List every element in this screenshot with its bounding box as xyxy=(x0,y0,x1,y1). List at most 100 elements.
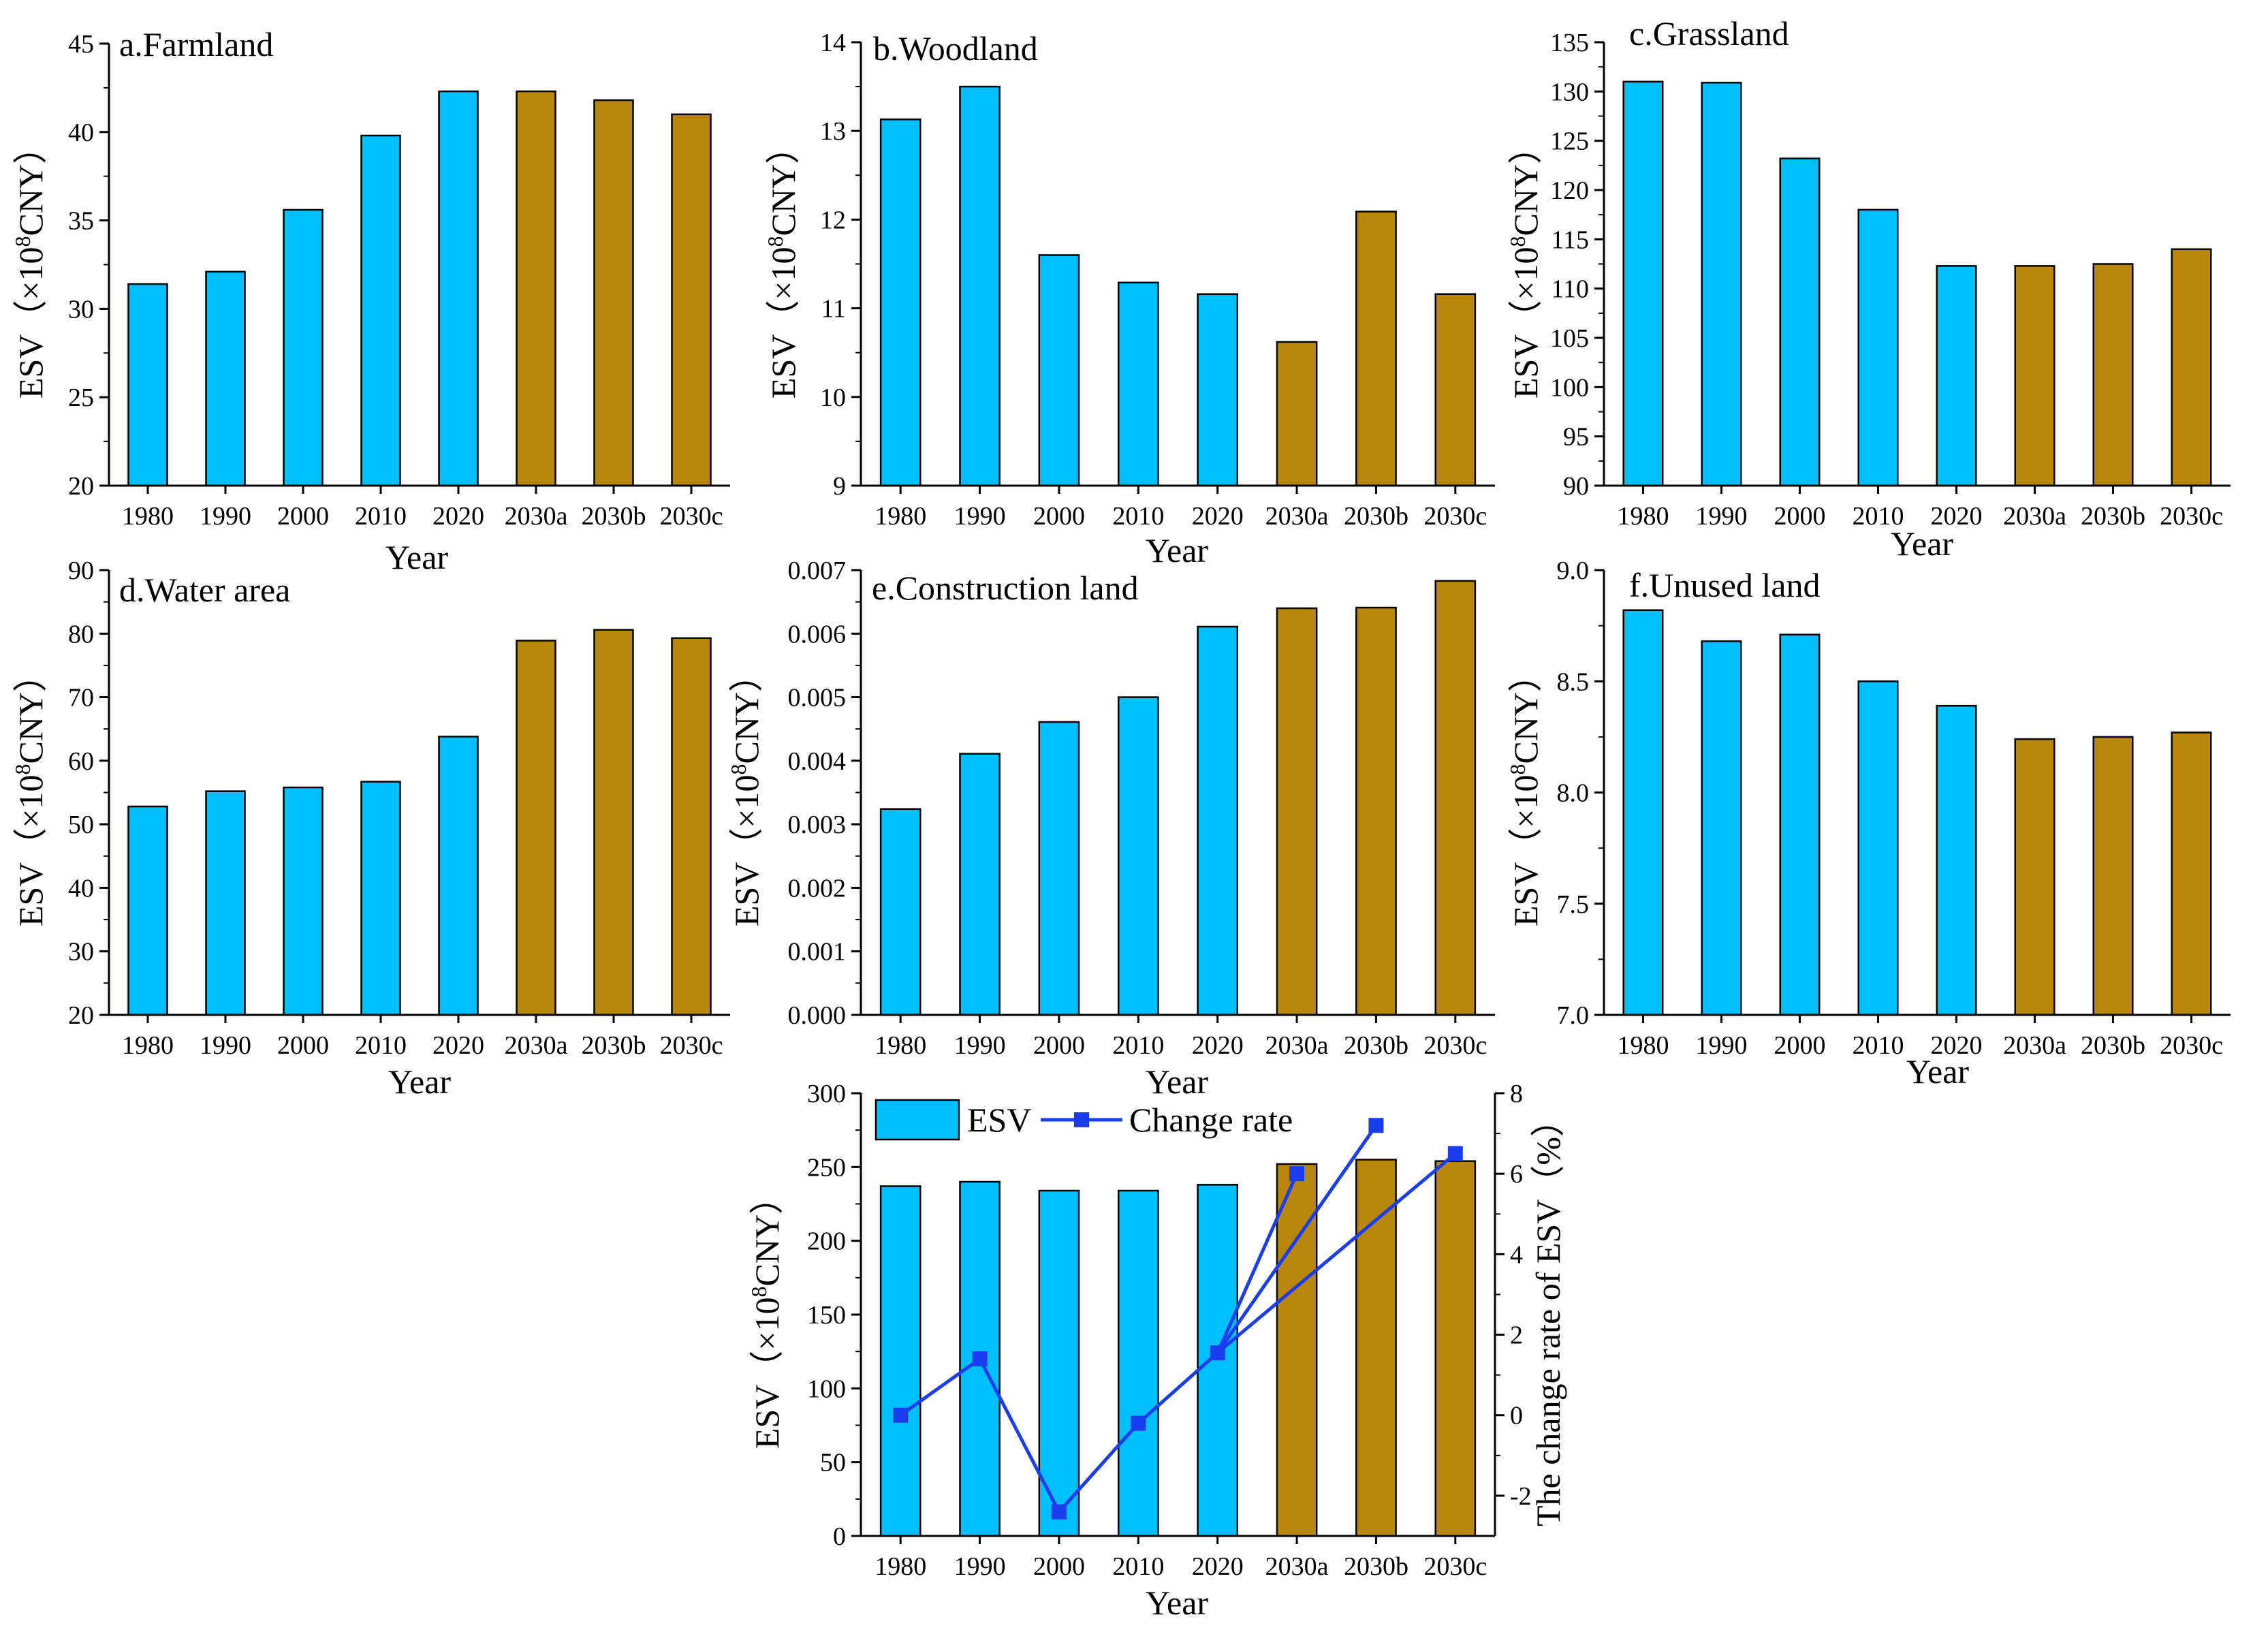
bar-a-1980 xyxy=(127,283,168,487)
bar-c-2020 xyxy=(1936,265,1977,487)
bar-d-1980 xyxy=(127,805,168,1016)
bar-d-2030b xyxy=(593,629,634,1016)
y-tick-label-f: 9.0 xyxy=(1557,556,1590,585)
y-axis-title-b: ESV（×108CNY） xyxy=(763,130,802,398)
y-axis-title-part: CNY） xyxy=(1507,658,1545,764)
y-tick-label-g: 50 xyxy=(820,1449,846,1477)
x-tick-label-c: 1990 xyxy=(1696,502,1748,531)
y-tick-label-f: 8.0 xyxy=(1557,779,1590,808)
bar-a-2030a xyxy=(516,90,556,487)
bar-a-2030c xyxy=(671,113,712,487)
bar-b-1980 xyxy=(879,119,922,487)
x-tick-label-d: 2030c xyxy=(660,1031,723,1060)
bar-g-2030a xyxy=(1276,1163,1318,1537)
x-tick-label-c: 2030c xyxy=(2160,502,2223,531)
bar-a-2010 xyxy=(360,134,401,487)
y-axis-title-part: CNY） xyxy=(764,130,802,236)
panel-title-a: a.Farmland xyxy=(119,25,273,63)
x-tick-label-c: 2000 xyxy=(1774,502,1826,531)
x-tick-label-a: 2020 xyxy=(432,502,484,531)
bar-f-2030a xyxy=(2014,738,2056,1016)
y-tick-label-e: 0.001 xyxy=(788,938,847,967)
bar-e-2010 xyxy=(1117,696,1159,1016)
y2-tick-label: 0 xyxy=(1510,1402,1523,1430)
y-tick-label-a: 40 xyxy=(68,119,94,147)
y-tick-label-d: 60 xyxy=(68,747,94,776)
x-tick-label-e: 1990 xyxy=(954,1031,1006,1060)
y-tick-label-a: 35 xyxy=(68,207,94,236)
y-axis-title-sup: 8 xyxy=(1505,764,1530,774)
y2-tick-label: 4 xyxy=(1510,1240,1523,1269)
x-axis-title-d: Year xyxy=(388,1063,451,1101)
y2-axis-title: The change rate of ESV（%） xyxy=(1529,1103,1567,1526)
y2-tick-label: 8 xyxy=(1510,1080,1523,1108)
y-tick-label-g: 250 xyxy=(807,1153,846,1182)
y-tick-label-g: 300 xyxy=(807,1080,846,1108)
bar-c-2000 xyxy=(1779,157,1821,487)
legend-marker-change-rate xyxy=(1074,1112,1089,1127)
bar-g-2030c xyxy=(1434,1160,1477,1537)
y-axis-title-part: CNY） xyxy=(748,1180,786,1287)
panel-e: 0.000 0.001 0.002 0.003 0.004 0.005 0.006 0.007… xyxy=(726,556,1495,1101)
y2-tick-label: -2 xyxy=(1510,1482,1532,1511)
x-tick-label-d: 2000 xyxy=(277,1031,329,1060)
y-tick-label-c: 90 xyxy=(1563,472,1589,501)
bar-c-2010 xyxy=(1857,208,1899,487)
bar-d-2020 xyxy=(438,736,479,1016)
bar-e-2000 xyxy=(1038,721,1080,1016)
x-axis-title-a: Year xyxy=(385,538,448,576)
panel-title-f: f.Unused land xyxy=(1629,566,1821,604)
bar-g-2000 xyxy=(1038,1189,1080,1537)
x-tick-label-g: 2020 xyxy=(1192,1552,1244,1581)
bar-a-2020 xyxy=(438,90,479,487)
bar-g-2020 xyxy=(1197,1184,1239,1537)
y-axis-title-sup: 8 xyxy=(726,764,751,774)
x-tick-label-a: 2000 xyxy=(277,502,329,531)
y-tick-label-e: 0.002 xyxy=(788,874,847,903)
y-axis-title-c: ESV（×108CNY） xyxy=(1505,130,1545,398)
x-tick-label-g: 2000 xyxy=(1033,1552,1085,1581)
x-tick-label-d: 2030a xyxy=(505,1031,568,1060)
x-tick-label-f: 2030c xyxy=(2160,1031,2223,1060)
bar-f-1990 xyxy=(1701,640,1742,1016)
y-axis-title-d: ESV（×108CNY） xyxy=(10,658,50,926)
y-tick-label-a: 30 xyxy=(68,295,94,324)
x-axis-title-f: Year xyxy=(1906,1052,1969,1090)
y-tick-label-c: 125 xyxy=(1550,127,1589,156)
y-tick-label-b: 12 xyxy=(820,206,846,234)
y-tick-label-e: 0.007 xyxy=(788,556,847,585)
y-tick-label-c: 115 xyxy=(1551,225,1589,254)
y-tick-label-c: 105 xyxy=(1550,324,1589,353)
bar-c-2030a xyxy=(2014,265,2056,487)
y-axis-title-part: ESV（×10 xyxy=(748,1297,786,1449)
x-tick-label-f: 1980 xyxy=(1618,1031,1669,1060)
bar-e-2020 xyxy=(1197,625,1239,1016)
bar-g-2010 xyxy=(1117,1189,1159,1537)
x-tick-label-e: 2020 xyxy=(1192,1031,1244,1060)
panel-title-e: e.Construction land xyxy=(872,569,1139,607)
y-axis-title-part: CNY） xyxy=(727,658,766,764)
y-tick-label-d: 40 xyxy=(68,874,94,903)
y-tick-label-b: 9 xyxy=(833,472,846,501)
y-tick-label-b: 14 xyxy=(820,29,846,57)
x-tick-label-d: 2010 xyxy=(355,1031,407,1060)
bar-b-2030c xyxy=(1434,293,1477,487)
bar-f-2020 xyxy=(1936,704,1977,1016)
bar-a-1990 xyxy=(205,270,246,487)
bar-e-1990 xyxy=(959,753,1001,1016)
bar-b-2030a xyxy=(1276,341,1318,487)
bar-e-2030c xyxy=(1434,580,1477,1016)
x-tick-label-g: 2030a xyxy=(1265,1552,1329,1581)
change-rate-point-2030a xyxy=(1289,1166,1305,1182)
bar-e-1980 xyxy=(879,808,922,1016)
x-tick-label-c: 2030b xyxy=(2081,502,2145,531)
change-rate-point-1980 xyxy=(893,1407,909,1423)
y-tick-label-b: 13 xyxy=(820,117,846,146)
panel-title-d: d.Water area xyxy=(119,571,290,609)
x-tick-label-b: 2010 xyxy=(1112,502,1164,531)
bar-a-2000 xyxy=(283,208,324,487)
y-tick-label-g: 0 xyxy=(833,1522,846,1551)
y-axis-title-part: ESV（×10 xyxy=(764,247,802,398)
x-tick-label-b: 2020 xyxy=(1192,502,1244,531)
